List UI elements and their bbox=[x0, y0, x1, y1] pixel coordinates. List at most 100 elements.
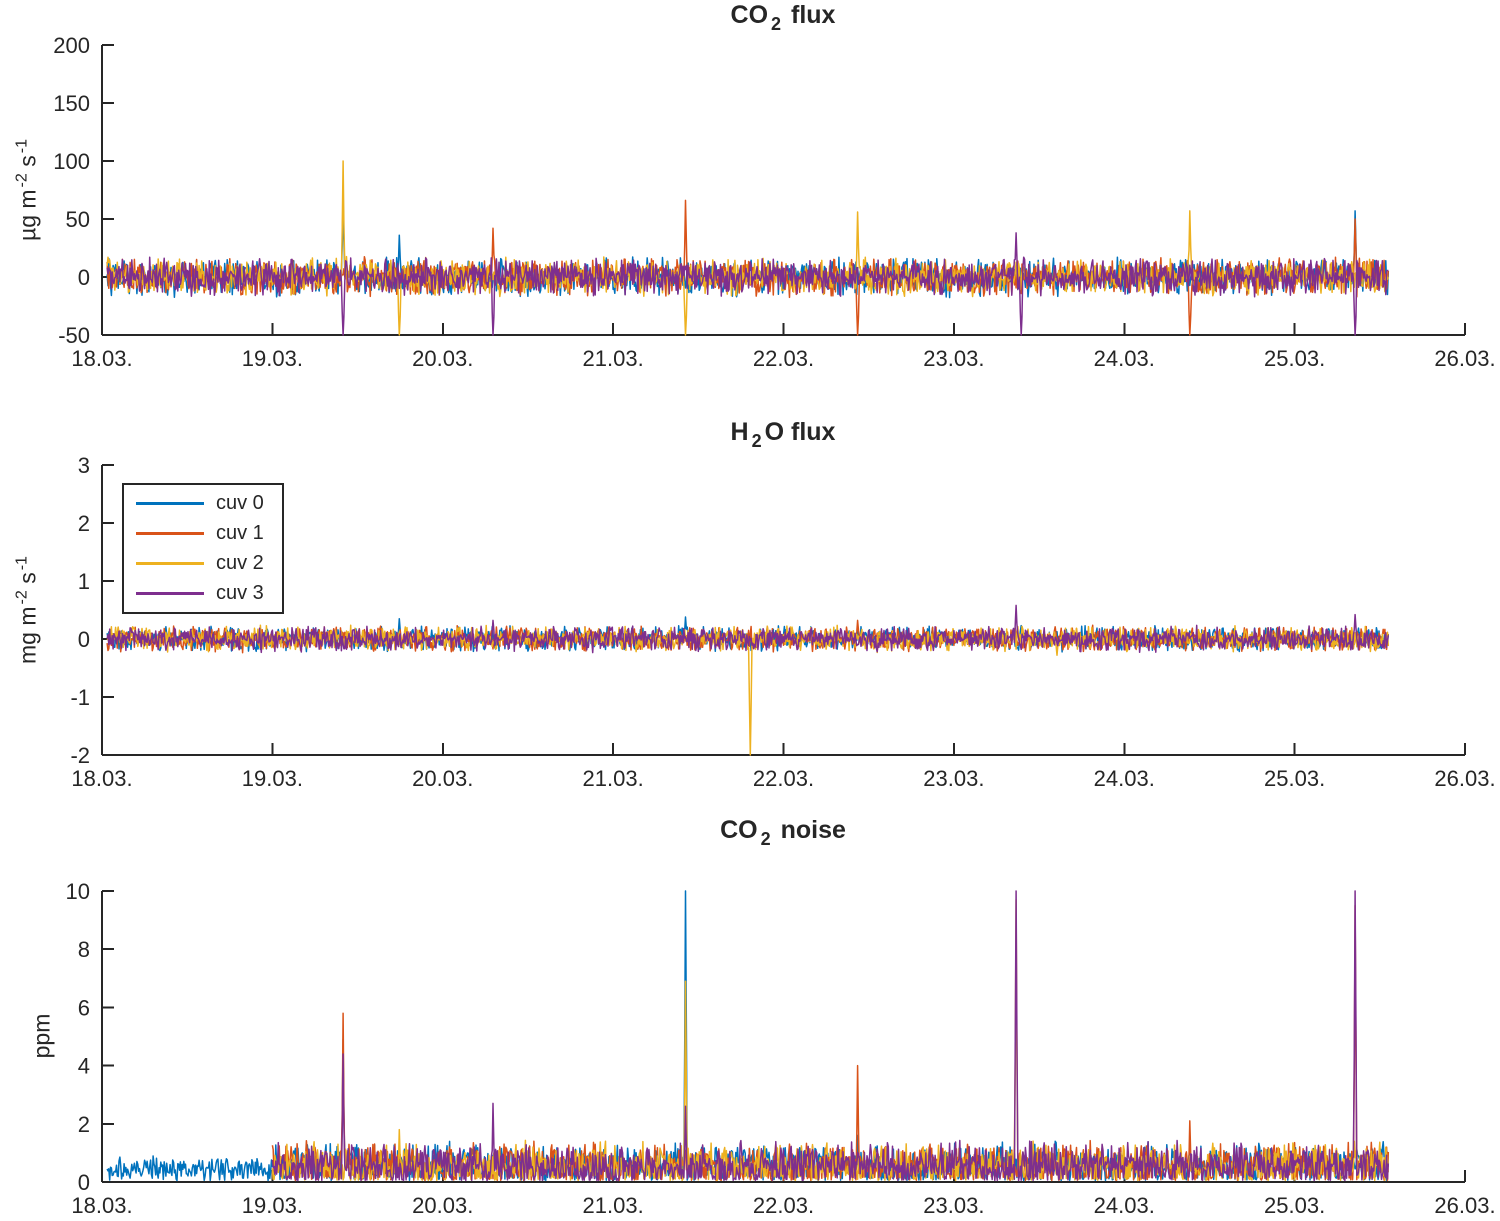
title-text: H bbox=[730, 418, 749, 446]
y-tick-label: 8 bbox=[78, 937, 90, 962]
plot2-axes bbox=[101, 464, 1466, 756]
legend-row: cuv 3 bbox=[124, 580, 282, 606]
plot3-ylabel: ppm bbox=[29, 1014, 56, 1059]
plot1-axes bbox=[101, 44, 1466, 336]
x-tick-label: 18.03. bbox=[71, 1193, 132, 1218]
plot3-series-cuv-3 bbox=[271, 890, 1390, 1182]
x-tick-label: 22.03. bbox=[753, 346, 814, 371]
x-tick-label: 22.03. bbox=[753, 766, 814, 791]
x-tick-label: 20.03. bbox=[412, 1193, 473, 1218]
plot3-tick-labels: 18.03. 19.03. 20.03. 21.03. 22.03. 23.03. 24.0… bbox=[66, 879, 1496, 1218]
x-tick-label: 25.03. bbox=[1264, 346, 1325, 371]
plot2-series-cuv-3 bbox=[106, 604, 1390, 654]
y-tick-label: -2 bbox=[70, 743, 90, 768]
y-tick-label: 2 bbox=[78, 511, 90, 536]
legend-label: cuv 3 bbox=[216, 581, 264, 604]
legend: cuv 0 cuv 1 cuv 2 cuv 3 bbox=[122, 483, 284, 614]
legend-row: cuv 0 bbox=[124, 491, 282, 517]
plot2-tick-labels: 18.03. 19.03. 20.03. 21.03. 22.03. 23.03. 24.0… bbox=[70, 453, 1495, 791]
plot2: 18.03. 19.03. 20.03. 21.03. 22.03. 23.03. 24.0… bbox=[70, 453, 1495, 791]
ylabel-text: ppm bbox=[28, 1013, 55, 1059]
plot1-series-cuv-2 bbox=[106, 160, 1390, 336]
x-tick-label: 18.03. bbox=[71, 346, 132, 371]
legend-line-sample bbox=[136, 561, 204, 565]
ylabel-superscript: -2 bbox=[12, 590, 31, 605]
x-tick-label: 24.03. bbox=[1094, 766, 1155, 791]
x-tick-label: 26.03. bbox=[1434, 346, 1495, 371]
legend-row: cuv 1 bbox=[124, 521, 282, 547]
legend-label: cuv 0 bbox=[216, 492, 264, 515]
plot1-tick-labels: 18.03. 19.03. 20.03. 21.03. 22.03. 23.03. 24.0… bbox=[53, 33, 1495, 371]
plot1-series-cuv-3 bbox=[106, 232, 1389, 336]
y-tick-label: 150 bbox=[53, 91, 90, 116]
plot1-title: CO 2 flux bbox=[731, 1, 836, 35]
legend-line-sample bbox=[136, 502, 204, 506]
ylabel-text: s bbox=[14, 155, 41, 174]
title-text: CO bbox=[720, 816, 758, 844]
plot1-ylabel: µg m-2 s-1 bbox=[13, 139, 42, 241]
ylabel-superscript: -1 bbox=[12, 555, 31, 571]
x-tick-label: 23.03. bbox=[923, 346, 984, 371]
y-tick-label: 0 bbox=[78, 265, 90, 290]
plot3-title: CO 2 noise bbox=[720, 816, 846, 850]
y-tick-label: -1 bbox=[70, 685, 90, 710]
legend-line-sample bbox=[136, 532, 204, 536]
plot3-axes bbox=[101, 890, 1466, 1183]
plot3: 18.03. 19.03. 20.03. 21.03. 22.03. 23.03. 24.0… bbox=[66, 879, 1496, 1218]
y-tick-label: 100 bbox=[53, 149, 90, 174]
x-tick-label: 19.03. bbox=[242, 346, 303, 371]
legend-label: cuv 1 bbox=[216, 522, 264, 545]
x-tick-label: 20.03. bbox=[412, 346, 473, 371]
x-tick-label: 26.03. bbox=[1434, 1193, 1495, 1218]
plot3-series-cuv-1 bbox=[271, 904, 1390, 1182]
legend-row: cuv 2 bbox=[124, 550, 282, 576]
x-tick-label: 21.03. bbox=[583, 346, 644, 371]
y-tick-label: 0 bbox=[78, 627, 90, 652]
ylabel-superscript: -2 bbox=[12, 173, 31, 188]
ylabel-text: µg m bbox=[14, 189, 41, 242]
y-tick-label: 200 bbox=[53, 33, 90, 58]
plot1: 18.03. 19.03. 20.03. 21.03. 22.03. 23.03. 24.0… bbox=[53, 33, 1495, 371]
plot2-ylabel: mg m-2 s-1 bbox=[13, 556, 42, 664]
x-tick-label: 25.03. bbox=[1264, 766, 1325, 791]
x-tick-label: 24.03. bbox=[1094, 346, 1155, 371]
y-tick-label: -50 bbox=[58, 323, 90, 348]
y-tick-label: 1 bbox=[78, 569, 90, 594]
x-tick-label: 19.03. bbox=[242, 1193, 303, 1218]
y-tick-label: 10 bbox=[66, 879, 90, 904]
x-tick-label: 20.03. bbox=[412, 766, 473, 791]
plot3-series-cuv-2 bbox=[271, 898, 1390, 1182]
y-tick-label: 2 bbox=[78, 1112, 90, 1137]
x-tick-label: 19.03. bbox=[242, 766, 303, 791]
title-text: CO bbox=[730, 1, 769, 29]
x-tick-label: 21.03. bbox=[583, 766, 644, 791]
title-subscript: 2 bbox=[771, 13, 782, 34]
y-tick-label: 4 bbox=[78, 1054, 90, 1079]
legend-line-sample bbox=[136, 591, 204, 595]
y-tick-label: 50 bbox=[66, 207, 90, 232]
y-tick-label: 6 bbox=[78, 995, 90, 1020]
ylabel-text: mg m bbox=[14, 606, 41, 665]
x-tick-label: 22.03. bbox=[753, 1193, 814, 1218]
x-tick-label: 23.03. bbox=[923, 766, 984, 791]
title-subscript: 2 bbox=[760, 828, 771, 849]
ylabel-superscript: -1 bbox=[12, 138, 31, 154]
y-tick-label: 3 bbox=[78, 453, 90, 478]
title-text: noise bbox=[773, 816, 846, 844]
x-tick-label: 24.03. bbox=[1094, 1193, 1155, 1218]
legend-label: cuv 2 bbox=[216, 551, 264, 574]
y-tick-label: 0 bbox=[78, 1170, 90, 1195]
ylabel-text: s bbox=[14, 572, 41, 591]
x-tick-label: 25.03. bbox=[1264, 1193, 1325, 1218]
title-subscript: 2 bbox=[751, 430, 762, 451]
plot3-series-cuv-0 bbox=[106, 890, 1390, 1182]
x-tick-label: 18.03. bbox=[71, 766, 132, 791]
x-tick-label: 21.03. bbox=[583, 1193, 644, 1218]
x-tick-label: 26.03. bbox=[1434, 766, 1495, 791]
x-tick-label: 23.03. bbox=[923, 1193, 984, 1218]
title-text: O flux bbox=[764, 418, 836, 446]
title-text: flux bbox=[784, 1, 836, 29]
